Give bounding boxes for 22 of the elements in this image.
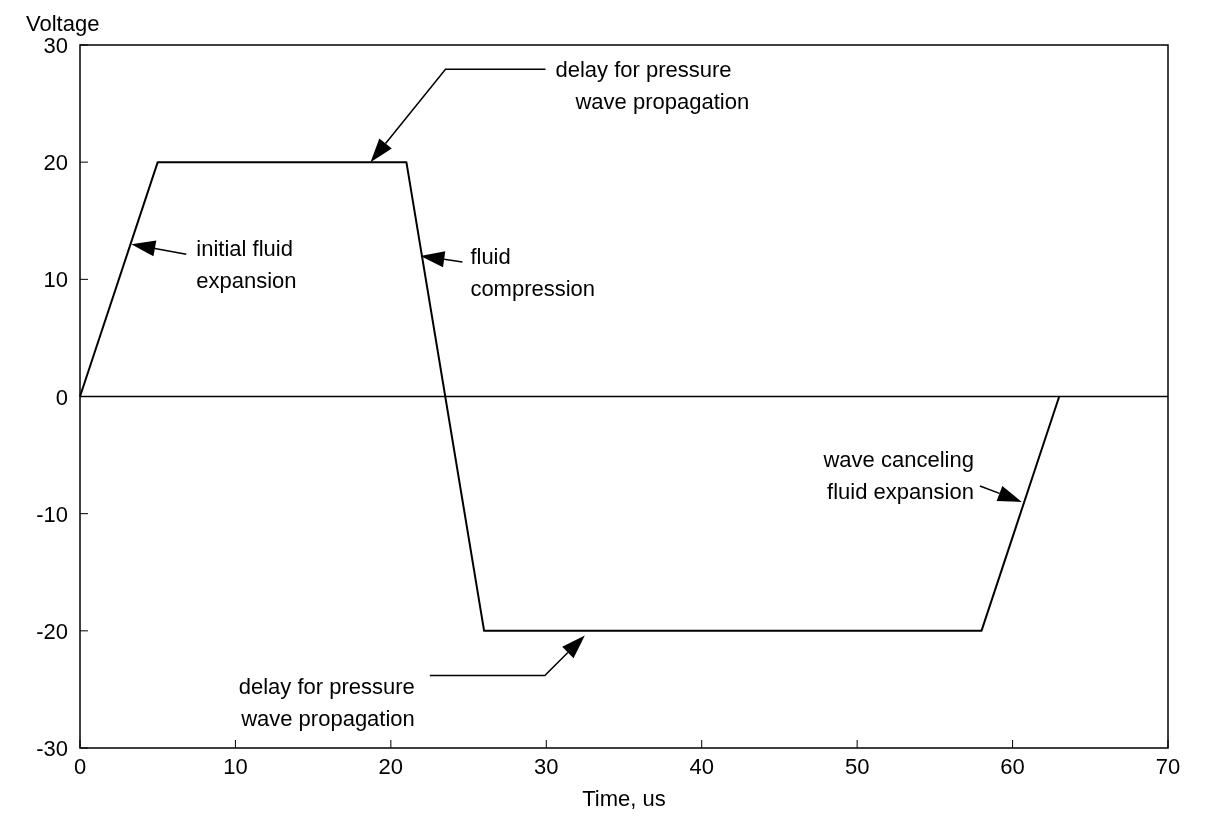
annotation: initial fluid expansion <box>196 236 297 294</box>
x-tick-label: 60 <box>1000 754 1025 779</box>
y-tick-label: 10 <box>43 267 68 293</box>
y-axis-title: Voltage <box>26 11 100 36</box>
x-tick-label: 20 <box>378 754 404 779</box>
x-tick-label: 50 <box>844 754 870 779</box>
y-tick-label: -10 <box>36 501 68 527</box>
x-tick-label: 0 <box>73 754 87 779</box>
y-tick-label: 30 <box>43 33 68 58</box>
annotation: wave canceling fluid expansion <box>822 446 974 504</box>
x-tick-label: 40 <box>689 754 714 779</box>
x-tick-label: 30 <box>534 754 559 779</box>
y-tick-label: 0 <box>55 384 68 410</box>
y-tick-label: -30 <box>36 736 68 761</box>
x-tick-label: 10 <box>223 754 248 779</box>
x-axis-title: Time, us <box>582 786 666 811</box>
x-tick-label: 70 <box>1155 754 1181 779</box>
annotation: fluid compression <box>470 243 596 301</box>
annotation: delay for pressure wave propagation <box>238 673 415 731</box>
annotation: delay for pressure wave propagation <box>555 57 750 115</box>
y-tick-label: 20 <box>43 150 68 176</box>
y-tick-label: -20 <box>36 618 68 644</box>
